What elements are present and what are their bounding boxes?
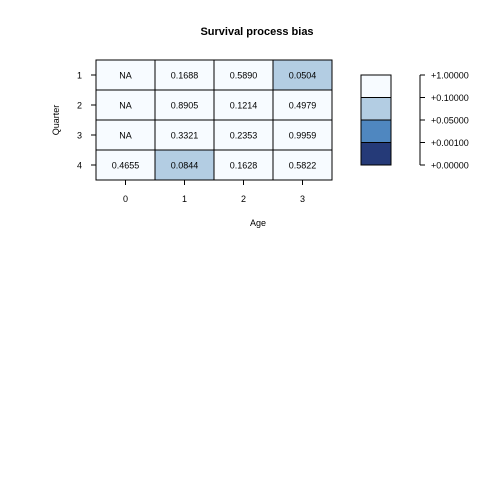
cell-value-label: 0.3321	[171, 131, 199, 141]
y-tick-label: 1	[77, 71, 82, 81]
cell-value-label: 0.0844	[171, 161, 199, 171]
heatmap-cell	[154, 119, 215, 151]
legend-label: +0.10000	[431, 93, 469, 103]
cell-value-label: 0.9959	[289, 131, 317, 141]
legend-label: +1.00000	[431, 71, 469, 81]
legend-swatch	[360, 142, 392, 166]
y-axis: 1 2 3 4	[77, 71, 96, 171]
y-axis-label: Quarter	[51, 105, 61, 136]
cell-value-label: 0.2353	[230, 131, 258, 141]
cell-value-label: 0.1628	[230, 161, 258, 171]
x-tick-label: 1	[182, 194, 187, 204]
x-tick-label: 0	[123, 194, 128, 204]
heatmap-cell	[272, 89, 333, 121]
cell-value-label: 0.1214	[230, 101, 258, 111]
cell-value-label: NA	[119, 131, 132, 141]
y-tick-label: 2	[77, 101, 82, 111]
heatmap-cell	[154, 149, 215, 181]
cell-value-label: 0.5822	[289, 161, 317, 171]
x-axis-label: Age	[250, 218, 266, 228]
legend: +1.00000 +0.10000 +0.05000 +0.00100 +0.00000	[360, 71, 469, 171]
y-tick-label: 3	[77, 131, 82, 141]
legend-label: +0.05000	[431, 116, 469, 126]
cell-value-label: 0.1688	[171, 71, 199, 81]
legend-label: +0.00000	[431, 161, 469, 171]
heatmap-cell	[272, 59, 333, 91]
x-tick-label: 2	[241, 194, 246, 204]
cell-value-label: 0.5890	[230, 71, 258, 81]
y-tick-label: 4	[77, 161, 82, 171]
cell-value-label: 0.4655	[112, 161, 140, 171]
legend-swatch	[360, 74, 392, 98]
heatmap-cell	[154, 59, 215, 91]
x-axis: 0 1 2 3	[123, 180, 305, 204]
heatmap-cell	[272, 149, 333, 181]
x-tick-label: 3	[300, 194, 305, 204]
cell-value-label: 0.4979	[289, 101, 317, 111]
legend-label: +0.00100	[431, 138, 469, 148]
cell-value-label: 0.0504	[289, 71, 317, 81]
cell-value-label: NA	[119, 71, 132, 81]
heatmap-cell	[272, 119, 333, 151]
legend-swatch	[360, 97, 392, 121]
cell-value-label: NA	[119, 101, 132, 111]
chart-title: Survival process bias	[200, 26, 313, 38]
cell-value-label: 0.8905	[171, 101, 199, 111]
heatmap-cell	[154, 89, 215, 121]
legend-swatch	[360, 119, 392, 143]
heatmap-cells: NA 0.1688 0.5890 0.0504 NA 0.8905 0.1214 0.4979…	[95, 59, 333, 181]
